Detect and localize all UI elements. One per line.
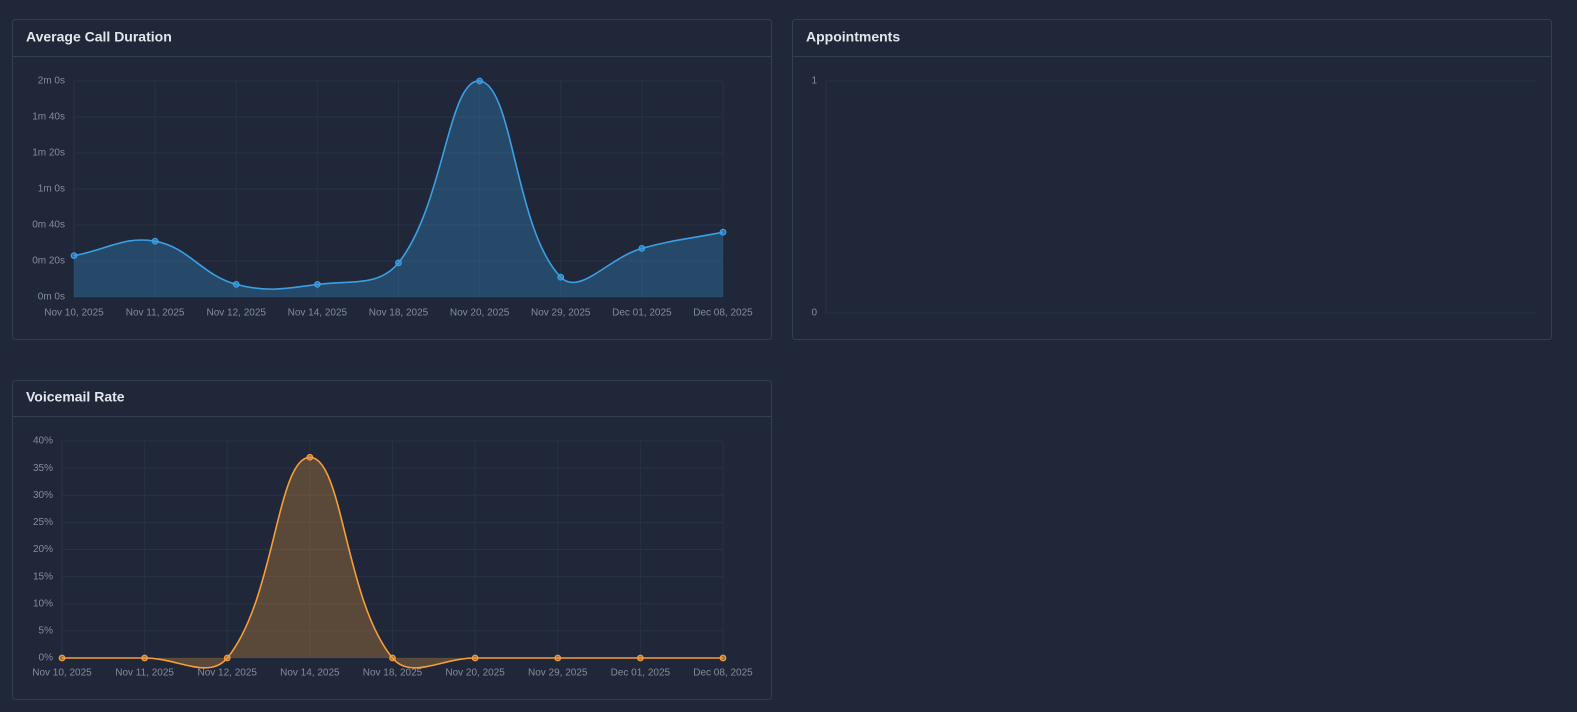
panel-title: Voicemail Rate: [26, 389, 125, 405]
point: [719, 228, 727, 236]
y-tick-label: 1m 20s: [32, 148, 65, 159]
y-tick-label: 10%: [33, 598, 53, 609]
x-tick-label: Nov 20, 2025: [450, 308, 510, 319]
x-tick-label: Nov 11, 2025: [115, 668, 174, 679]
y-tick-label: 40%: [33, 436, 53, 447]
y-tick-label: 0%: [39, 653, 54, 664]
panel-title: Average Call Duration: [26, 29, 172, 45]
point: [638, 244, 646, 252]
point: [476, 77, 484, 85]
x-tick-label: Nov 18, 2025: [363, 668, 423, 679]
y-tick-label: 0: [811, 308, 817, 319]
point: [58, 654, 66, 662]
x-tick-label: Nov 29, 2025: [531, 308, 591, 319]
y-tick-label: 30%: [33, 490, 53, 501]
y-tick-label: 1m 40s: [32, 112, 65, 123]
line: [62, 456, 723, 669]
point: [141, 654, 149, 662]
y-tick-label: 35%: [33, 463, 53, 474]
x-tick-label: Nov 10, 2025: [32, 668, 92, 679]
x-tick-label: Dec 08, 2025: [693, 668, 753, 679]
area: [74, 80, 723, 297]
x-tick-label: Nov 10, 2025: [44, 308, 104, 319]
y-tick-label: 25%: [33, 517, 53, 528]
y-tick-label: 0m 0s: [38, 292, 65, 303]
y-tick-label: 2m 0s: [38, 76, 65, 87]
y-tick-label: 0m 40s: [32, 220, 65, 231]
point: [719, 654, 727, 662]
point: [232, 281, 240, 288]
point: [313, 281, 321, 288]
panel: Average Call Duration: [12, 19, 772, 340]
point: [223, 654, 231, 662]
point: [554, 654, 562, 662]
point: [395, 259, 402, 267]
x-tick-label: Nov 14, 2025: [280, 668, 340, 679]
x-tick-label: Nov 18, 2025: [369, 308, 429, 319]
panel-title: Appointments: [806, 29, 900, 45]
panel-frame: [792, 19, 1552, 340]
x-tick-label: Nov 14, 2025: [288, 308, 348, 319]
point: [557, 273, 565, 281]
point: [70, 252, 78, 260]
point: [636, 654, 644, 662]
x-tick-label: Dec 01, 2025: [611, 668, 671, 679]
panel: Appointments: [792, 19, 1552, 340]
y-tick-label: 20%: [33, 544, 53, 555]
x-tick-label: Nov 20, 2025: [445, 668, 505, 679]
y-tick-label: 1m 0s: [38, 184, 65, 195]
y-tick-label: 5%: [39, 626, 54, 637]
x-tick-label: Dec 08, 2025: [693, 308, 753, 319]
line: [73, 80, 724, 290]
x-tick-label: Nov 11, 2025: [126, 308, 185, 319]
x-tick-label: Nov 29, 2025: [528, 668, 588, 679]
point: [389, 654, 396, 662]
y-tick-label: 1: [811, 76, 817, 87]
x-tick-label: Dec 01, 2025: [612, 308, 672, 319]
x-tick-label: Nov 12, 2025: [207, 308, 267, 319]
point: [151, 237, 159, 245]
panel-frame: [12, 19, 772, 340]
point: [471, 654, 479, 662]
y-tick-label: 15%: [33, 571, 53, 582]
x-tick-label: Nov 12, 2025: [198, 668, 258, 679]
point: [306, 453, 314, 461]
y-tick-label: 0m 20s: [32, 256, 65, 267]
